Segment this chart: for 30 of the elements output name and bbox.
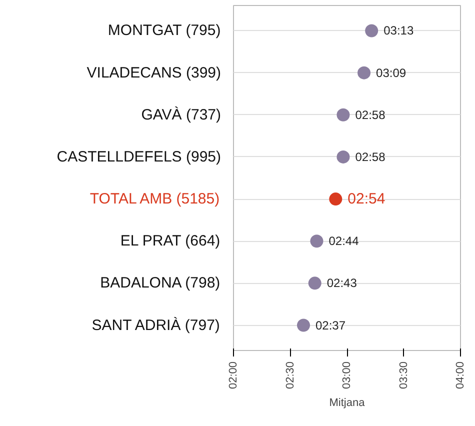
x-axis-title: Mitjana: [329, 397, 366, 410]
point: [308, 276, 322, 290]
y-tick-label: SANT ADRIÀ (797): [92, 316, 220, 334]
y-tick-label: TOTAL AMB (5185): [90, 190, 220, 208]
y-tick-label: GAVÀ (737): [141, 105, 222, 124]
data-label: 03:09: [376, 66, 406, 80]
y-tick-label: BADALONA (798): [100, 274, 220, 292]
x-tick-label: 02:30: [284, 361, 296, 390]
data-label: 02:43: [326, 276, 358, 290]
point: [329, 192, 342, 206]
point: [296, 318, 310, 332]
data-label: 02:58: [355, 150, 386, 164]
point: [336, 150, 350, 164]
x-tick-label: 02:00: [228, 361, 240, 390]
data-label: 02:54: [348, 190, 386, 208]
y-tick-label: CASTELLDEFELS (995): [56, 148, 222, 166]
data-label: 02:58: [355, 108, 386, 122]
y-tick-label: EL PRAT (664): [120, 232, 220, 250]
point: [310, 234, 324, 248]
x-tick-label: 03:00: [341, 361, 353, 390]
data-label: 02:44: [328, 234, 360, 248]
y-tick-label: VILADECANS (399): [86, 64, 222, 82]
y-tick-label: MONTGAT (795): [108, 22, 221, 40]
point: [336, 108, 350, 122]
x-tick-label: 03:30: [398, 361, 410, 390]
point: [358, 66, 371, 80]
x-tick-label: 04:00: [454, 361, 466, 390]
data-label: 03:13: [384, 24, 414, 38]
data-label: 02:37: [315, 318, 346, 332]
point: [365, 24, 378, 38]
